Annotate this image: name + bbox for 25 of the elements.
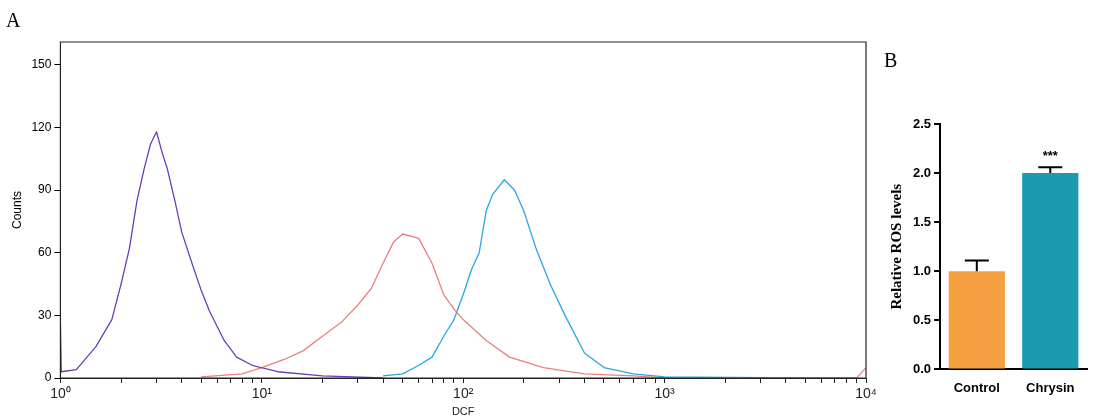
y-tick-label: 0 <box>44 370 52 385</box>
y-tick-label: 120 <box>31 119 52 134</box>
y-tick-label: 60 <box>38 245 52 260</box>
y-tick-label: 1.5 <box>912 213 932 229</box>
y-tick-label: 0.5 <box>912 311 932 327</box>
y-tick-label: 2.5 <box>912 115 932 131</box>
x-tick-label: 10¹ <box>251 385 273 402</box>
x-tick-label: 10³ <box>654 385 676 402</box>
annotation: *** <box>1042 148 1059 164</box>
x-tick-label: 10⁴ <box>855 385 877 402</box>
x-tick-label: 10² <box>453 385 474 402</box>
y-axis-title: Counts <box>9 190 24 230</box>
x-axis-title: DCF <box>451 405 475 418</box>
y-tick-label: 0.0 <box>912 360 932 376</box>
y-tick-label: 1.0 <box>912 262 932 278</box>
y-axis-title: Relative ROS levels <box>887 183 904 310</box>
y-tick-label: 30 <box>38 307 52 322</box>
x-tick-label: 10⁰ <box>50 385 71 402</box>
x-tick-label: Control <box>953 379 1000 395</box>
y-tick-label: 90 <box>38 182 52 197</box>
y-tick-label: 2.0 <box>912 164 932 180</box>
y-tick-label: 150 <box>31 57 52 72</box>
chart-title: B <box>884 49 898 72</box>
chart-title: A <box>6 9 21 32</box>
x-tick-label: Chrysin <box>1026 379 1075 395</box>
